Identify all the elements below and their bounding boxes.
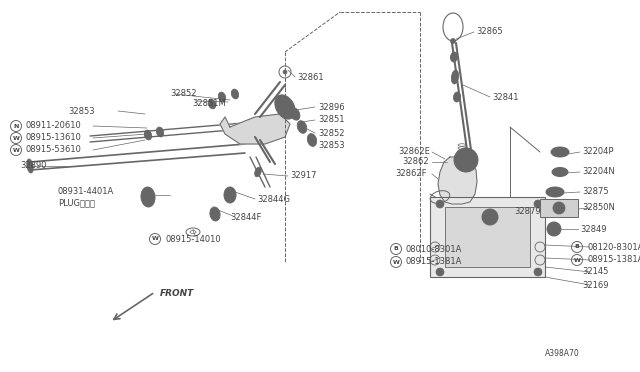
Text: 32862E: 32862E xyxy=(398,148,430,157)
Circle shape xyxy=(460,154,472,166)
Text: 32841: 32841 xyxy=(492,93,518,102)
Text: A398A70: A398A70 xyxy=(545,350,580,359)
Ellipse shape xyxy=(557,170,563,174)
Text: W: W xyxy=(573,257,580,263)
Polygon shape xyxy=(438,157,477,204)
Text: 32853: 32853 xyxy=(318,141,344,151)
Circle shape xyxy=(551,226,557,232)
Ellipse shape xyxy=(145,130,152,140)
Polygon shape xyxy=(220,114,290,144)
Text: 32849: 32849 xyxy=(580,224,607,234)
Text: 32852: 32852 xyxy=(318,128,344,138)
FancyBboxPatch shape xyxy=(430,197,545,277)
Ellipse shape xyxy=(208,99,216,109)
Text: 32204P: 32204P xyxy=(582,148,614,157)
Text: 32875: 32875 xyxy=(582,187,609,196)
Circle shape xyxy=(553,202,565,214)
Text: B: B xyxy=(575,244,579,250)
Ellipse shape xyxy=(297,121,307,133)
Text: 32851: 32851 xyxy=(318,115,344,125)
Ellipse shape xyxy=(451,52,458,62)
Ellipse shape xyxy=(218,92,226,102)
Ellipse shape xyxy=(454,92,461,102)
Text: 32917: 32917 xyxy=(290,171,317,180)
Ellipse shape xyxy=(232,89,239,99)
Circle shape xyxy=(454,148,478,172)
Circle shape xyxy=(436,200,444,208)
Text: 32852: 32852 xyxy=(170,90,196,99)
Text: 32890: 32890 xyxy=(20,161,47,170)
FancyBboxPatch shape xyxy=(445,207,530,267)
Text: 08915-13610: 08915-13610 xyxy=(26,134,82,142)
Text: N: N xyxy=(13,124,19,128)
Text: W: W xyxy=(13,148,19,153)
Text: 08010-8301A: 08010-8301A xyxy=(406,244,462,253)
Ellipse shape xyxy=(255,167,261,177)
Text: 32851M: 32851M xyxy=(192,99,226,108)
FancyBboxPatch shape xyxy=(540,199,578,217)
Ellipse shape xyxy=(556,150,564,154)
Circle shape xyxy=(486,213,494,221)
Text: 08915-53610: 08915-53610 xyxy=(26,145,82,154)
Text: 32204N: 32204N xyxy=(582,167,615,176)
Circle shape xyxy=(283,70,287,74)
Circle shape xyxy=(534,200,542,208)
Ellipse shape xyxy=(546,187,564,197)
Text: 32844F: 32844F xyxy=(230,212,261,221)
Ellipse shape xyxy=(159,130,161,134)
Text: 32896: 32896 xyxy=(318,103,344,112)
Ellipse shape xyxy=(307,134,317,147)
Text: 32862F: 32862F xyxy=(395,170,426,179)
Text: 08911-20610: 08911-20610 xyxy=(26,122,82,131)
Ellipse shape xyxy=(147,133,150,137)
Ellipse shape xyxy=(156,127,164,137)
Ellipse shape xyxy=(27,159,33,173)
Text: 32850N: 32850N xyxy=(582,203,615,212)
Text: 32844G: 32844G xyxy=(257,195,290,203)
Text: FRONT: FRONT xyxy=(160,289,195,298)
Circle shape xyxy=(482,209,498,225)
Text: W: W xyxy=(13,135,19,141)
Text: 08915-1381A: 08915-1381A xyxy=(406,257,462,266)
Ellipse shape xyxy=(451,70,459,84)
Text: PLUGプラグ: PLUGプラグ xyxy=(58,199,95,208)
Text: 32865: 32865 xyxy=(476,28,502,36)
Ellipse shape xyxy=(210,207,220,221)
Text: 32862: 32862 xyxy=(402,157,429,167)
Text: 08120-8301A: 08120-8301A xyxy=(587,243,640,251)
Circle shape xyxy=(534,268,542,276)
Circle shape xyxy=(451,38,456,44)
Text: B: B xyxy=(394,247,399,251)
Text: 32879: 32879 xyxy=(514,208,541,217)
Text: 32861: 32861 xyxy=(297,73,324,81)
Text: W: W xyxy=(152,237,159,241)
Ellipse shape xyxy=(141,187,155,207)
Text: 08915-14010: 08915-14010 xyxy=(165,234,221,244)
Circle shape xyxy=(547,222,561,236)
Ellipse shape xyxy=(224,187,236,203)
Ellipse shape xyxy=(551,147,569,157)
Text: 32145: 32145 xyxy=(582,267,609,276)
Text: 32853: 32853 xyxy=(68,106,95,115)
Text: 08915-1381A: 08915-1381A xyxy=(587,256,640,264)
Text: W: W xyxy=(392,260,399,264)
Text: 32169: 32169 xyxy=(582,280,609,289)
Ellipse shape xyxy=(290,108,300,120)
Ellipse shape xyxy=(552,167,568,176)
Text: 08931-4401A: 08931-4401A xyxy=(58,187,115,196)
Circle shape xyxy=(436,268,444,276)
Ellipse shape xyxy=(275,95,295,119)
